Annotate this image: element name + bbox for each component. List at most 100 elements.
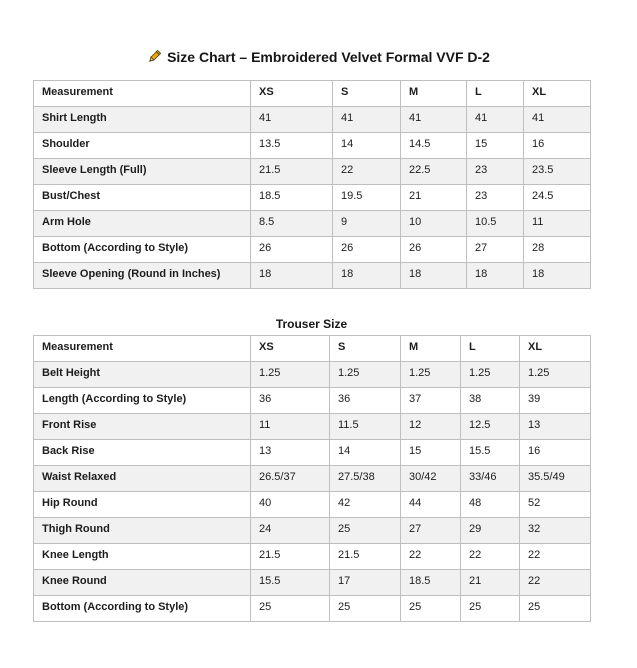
column-header-l: L [466,80,524,107]
value-cell: 21 [460,569,520,596]
column-header-m: M [400,80,467,107]
value-cell: 16 [523,132,591,159]
column-header-xl: XL [519,335,591,362]
table-row: Hip Round 40 42 44 48 52 [33,491,591,518]
value-cell: 21.5 [329,543,401,570]
value-cell: 23 [466,158,524,185]
row-label: Length (According to Style) [33,387,251,414]
value-cell: 11 [523,210,591,237]
value-cell: 21.5 [250,158,333,185]
value-cell: 13.5 [250,132,333,159]
value-cell: 32 [519,517,591,544]
value-cell: 28 [523,236,591,263]
value-cell: 25 [329,517,401,544]
table-row: Arm Hole 8.5 9 10 10.5 11 [33,210,591,237]
value-cell: 15.5 [250,569,330,596]
table-row: Thigh Round 24 25 27 29 32 [33,517,591,544]
column-header-xs: XS [250,335,330,362]
value-cell: 14 [329,439,401,466]
value-cell: 41 [523,106,591,133]
value-cell: 25 [250,595,330,622]
value-cell: 23.5 [523,158,591,185]
value-cell: 8.5 [250,210,333,237]
value-cell: 10 [400,210,467,237]
value-cell: 19.5 [332,184,401,211]
trouser-size-table: Measurement XS S M L XL Belt Height 1.25 1.25 1.… [33,335,591,622]
value-cell: 36 [250,387,330,414]
value-cell: 25 [519,595,591,622]
value-cell: 15 [400,439,461,466]
table-row: Front Rise 11 11.5 12 12.5 13 [33,413,591,440]
row-label: Back Rise [33,439,251,466]
row-label: Knee Round [33,569,251,596]
value-cell: 14 [332,132,401,159]
column-header-xl: XL [523,80,591,107]
row-label: Bust/Chest [33,184,251,211]
column-header-s: S [329,335,401,362]
row-label: Thigh Round [33,517,251,544]
value-cell: 1.25 [519,361,591,388]
value-cell: 52 [519,491,591,518]
column-header-l: L [460,335,520,362]
row-label: Arm Hole [33,210,251,237]
value-cell: 18.5 [250,184,333,211]
row-label: Bottom (According to Style) [33,595,251,622]
value-cell: 22 [519,569,591,596]
row-label: Sleeve Length (Full) [33,158,251,185]
column-header-s: S [332,80,401,107]
value-cell: 30/42 [400,465,461,492]
table-row: Bust/Chest 18.5 19.5 21 23 24.5 [33,184,591,211]
page-title: Size Chart – Embroidered Velvet Formal V… [0,0,637,68]
value-cell: 22 [460,543,520,570]
value-cell: 48 [460,491,520,518]
column-header-measurement: Measurement [33,80,251,107]
value-cell: 22 [400,543,461,570]
value-cell: 11.5 [329,413,401,440]
value-cell: 35.5/49 [519,465,591,492]
value-cell: 12.5 [460,413,520,440]
row-label: Bottom (According to Style) [33,236,251,263]
value-cell: 24 [250,517,330,544]
value-cell: 26.5/37 [250,465,330,492]
value-cell: 18 [523,262,591,289]
table-row: Knee Length 21.5 21.5 22 22 22 [33,543,591,570]
value-cell: 22 [332,158,401,185]
value-cell: 39 [519,387,591,414]
table-row: Shirt Length 41 41 41 41 41 [33,106,591,133]
value-cell: 11 [250,413,330,440]
page-title-text: Size Chart – Embroidered Velvet Formal V… [167,49,490,65]
value-cell: 13 [250,439,330,466]
table-row: Sleeve Opening (Round in Inches) 18 18 18 18… [33,262,591,289]
value-cell: 25 [329,595,401,622]
trouser-table-header-row: Measurement XS S M L XL [33,335,591,362]
value-cell: 25 [460,595,520,622]
value-cell: 22.5 [400,158,467,185]
value-cell: 1.25 [460,361,520,388]
value-cell: 21.5 [250,543,330,570]
value-cell: 44 [400,491,461,518]
value-cell: 41 [250,106,333,133]
value-cell: 14.5 [400,132,467,159]
value-cell: 18 [400,262,467,289]
value-cell: 18 [332,262,401,289]
value-cell: 18 [466,262,524,289]
value-cell: 36 [329,387,401,414]
value-cell: 18 [250,262,333,289]
shirt-size-table: Measurement XS S M L XL Shirt Length 41 41 41 41 4… [33,80,591,289]
table-row: Sleeve Length (Full) 21.5 22 22.5 23 23.5 [33,158,591,185]
value-cell: 27 [466,236,524,263]
table-row: Back Rise 13 14 15 15.5 16 [33,439,591,466]
value-cell: 29 [460,517,520,544]
value-cell: 42 [329,491,401,518]
row-label: Shoulder [33,132,251,159]
pencil-icon [147,49,162,68]
row-label: Belt Height [33,361,251,388]
value-cell: 1.25 [400,361,461,388]
value-cell: 15 [466,132,524,159]
row-label: Sleeve Opening (Round in Inches) [33,262,251,289]
row-label: Waist Relaxed [33,465,251,492]
value-cell: 27 [400,517,461,544]
value-cell: 41 [400,106,467,133]
value-cell: 15.5 [460,439,520,466]
